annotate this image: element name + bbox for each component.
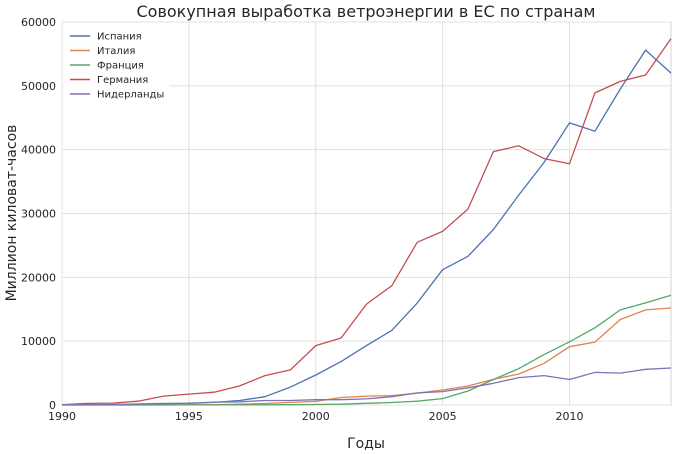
legend-label: Франция (97, 61, 144, 72)
axis-ticks: 1990 1995 2000 2005 2010 0 10000 20000 30000 4000… (21, 16, 584, 423)
y-tick-label: 30000 (21, 208, 56, 221)
x-tick-label: 2000 (302, 410, 330, 423)
y-tick-label: 50000 (21, 80, 56, 93)
legend-label: Италия (97, 46, 135, 57)
y-tick-label: 60000 (21, 16, 56, 29)
x-tick-label: 2005 (429, 410, 457, 423)
x-axis-label: Годы (347, 436, 385, 452)
legend: Испания Италия Франция Германия Нидерланды (64, 26, 170, 104)
x-tick-label: 1995 (175, 410, 203, 423)
x-tick-label: 2010 (556, 410, 584, 423)
series-lines (61, 38, 672, 406)
y-tick-label: 40000 (21, 144, 56, 157)
legend-label: Испания (97, 32, 142, 43)
series-line-5 (61, 367, 672, 406)
series-line-3 (62, 294, 672, 406)
chart-title: Совокупная выработка ветроэнергии в ЕС п… (136, 2, 595, 21)
y-tick-label: 20000 (21, 271, 56, 284)
legend-label: Нидерланды (97, 90, 164, 101)
x-tick-label: 1990 (48, 410, 76, 423)
y-tick-label: 0 (49, 399, 56, 412)
y-tick-label: 10000 (21, 335, 56, 348)
series-line-4 (61, 38, 672, 406)
y-axis-label: Миллион киловат-часов (4, 125, 20, 302)
legend-label: Германия (97, 75, 148, 86)
